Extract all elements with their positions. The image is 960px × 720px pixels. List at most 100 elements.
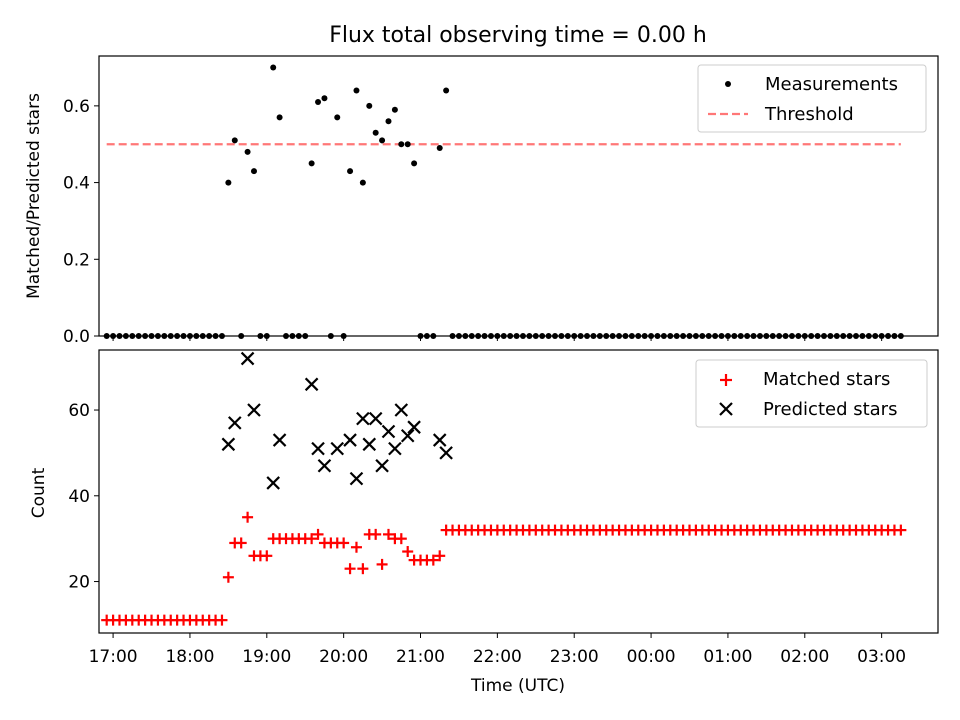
bottom-y-axis-label: Count (29, 467, 49, 518)
bottom-x-ticks: 17:00 18:00 19:00 20:00 21:00 22:00 23:00 00:00… (89, 633, 906, 667)
measurement-point (276, 114, 283, 121)
matched-star-point (382, 528, 394, 540)
predicted-star-point (227, 416, 242, 430)
predicted-star-point (349, 471, 364, 486)
xtick-label: 23:00 (550, 647, 599, 667)
matched-star-point (344, 563, 356, 575)
measurement-point (372, 129, 379, 136)
xtick-label: 00:00 (627, 647, 676, 667)
matched-star-point (312, 528, 324, 540)
matched-star-point (222, 571, 234, 583)
top-axes-frame (98, 55, 939, 337)
measurement-point (231, 137, 238, 144)
xtick-label: 20:00 (319, 647, 368, 667)
measurement-point (321, 95, 328, 102)
predicted-star-point (240, 351, 255, 366)
measurement-point (391, 106, 398, 113)
predicted-star-point (375, 458, 389, 473)
matched-star-point (895, 524, 907, 536)
bottom-plot-area (101, 351, 907, 626)
matched-star-point (395, 533, 407, 545)
legend-matched-marker (720, 374, 732, 386)
measurement-point (250, 168, 257, 175)
measurement-point (366, 102, 373, 109)
predicted-star-point (304, 377, 319, 392)
legend-predicted-marker (719, 402, 733, 416)
predicted-star-point (343, 433, 357, 447)
predicted-star-point (311, 441, 325, 456)
predicted-star-point (266, 476, 280, 490)
matched-star-point (261, 550, 273, 562)
matched-star-point (338, 537, 350, 549)
x-axis-label: Time (UTC) (470, 676, 565, 696)
xtick-label: 17:00 (89, 647, 138, 667)
matched-star-point (306, 533, 318, 545)
measurement-point (379, 137, 386, 144)
top-legend: Measurements Threshold (697, 64, 927, 133)
legend-matched-label: Matched stars (763, 369, 890, 390)
top-y-axis-label: Matched/Predicted stars (24, 93, 44, 299)
matched-star-point (350, 541, 362, 553)
bottom-y-ticks: 20 40 60 (68, 401, 99, 593)
measurement-point (411, 160, 418, 167)
measurement-point (436, 145, 443, 152)
predicted-star-point (407, 420, 421, 434)
measurement-point (347, 168, 354, 175)
matched-star-point (402, 546, 414, 558)
matched-star-point (370, 528, 382, 540)
predicted-star-point (362, 437, 377, 452)
measurement-point (225, 179, 232, 186)
measurement-point (353, 87, 360, 94)
legend-threshold-label: Threshold (764, 104, 854, 125)
chart-title: Flux total observing time = 0.00 h (329, 23, 707, 48)
predicted-star-point (394, 403, 409, 417)
bottom-legend: Matched stars Predicted stars (695, 359, 928, 428)
predicted-star-point (330, 441, 345, 456)
xtick-label: 19:00 (242, 647, 291, 667)
legend-predicted-label: Predicted stars (763, 399, 897, 420)
xtick-label: 02:00 (780, 647, 829, 667)
predicted-star-point (439, 446, 453, 460)
bottom-ytick-label: 40 (68, 487, 90, 507)
top-y-ticks: 0.0 0.2 0.4 0.6 (63, 97, 99, 347)
predicted-star-point (388, 441, 402, 456)
predicted-star-point (221, 437, 236, 452)
matched-star-point (434, 550, 446, 562)
matched-star-point (216, 614, 228, 626)
top-ytick-label: 0.6 (63, 97, 90, 117)
matched-star-point (235, 537, 247, 549)
predicted-star-point (272, 433, 287, 447)
top-legend-box (697, 64, 927, 133)
legend-measurements-marker (725, 81, 731, 87)
measurement-point (398, 141, 405, 148)
top-ytick-label: 0.0 (63, 327, 90, 347)
measurement-point (404, 141, 411, 148)
predicted-star-point (400, 428, 415, 443)
top-ytick-label: 0.2 (63, 250, 90, 270)
xtick-label: 03:00 (857, 647, 906, 667)
legend-measurements-label: Measurements (765, 74, 898, 95)
bottom-legend-box (695, 359, 928, 428)
matched-star-point (376, 558, 388, 570)
predicted-star-point (381, 424, 396, 439)
bottom-ytick-label: 20 (68, 573, 90, 593)
matched-star-point (357, 563, 369, 575)
top-x-ticks (112, 336, 883, 341)
matched-star-point (242, 511, 254, 523)
predicted-star-point (317, 458, 332, 473)
bottom-ytick-label: 60 (68, 401, 90, 421)
xtick-label: 01:00 (703, 647, 752, 667)
xtick-label: 22:00 (473, 647, 522, 667)
xtick-label: 18:00 (165, 647, 214, 667)
measurement-point (385, 118, 392, 125)
measurement-point (334, 114, 341, 121)
predicted-star-point (247, 403, 261, 417)
matched-star-point (427, 554, 439, 566)
predicted-star-point (368, 411, 383, 426)
predicted-star-point (432, 433, 447, 447)
measurement-point (443, 87, 450, 94)
measurement-point (308, 160, 315, 167)
top-ytick-label: 0.4 (63, 174, 90, 194)
measurement-point (315, 99, 322, 106)
